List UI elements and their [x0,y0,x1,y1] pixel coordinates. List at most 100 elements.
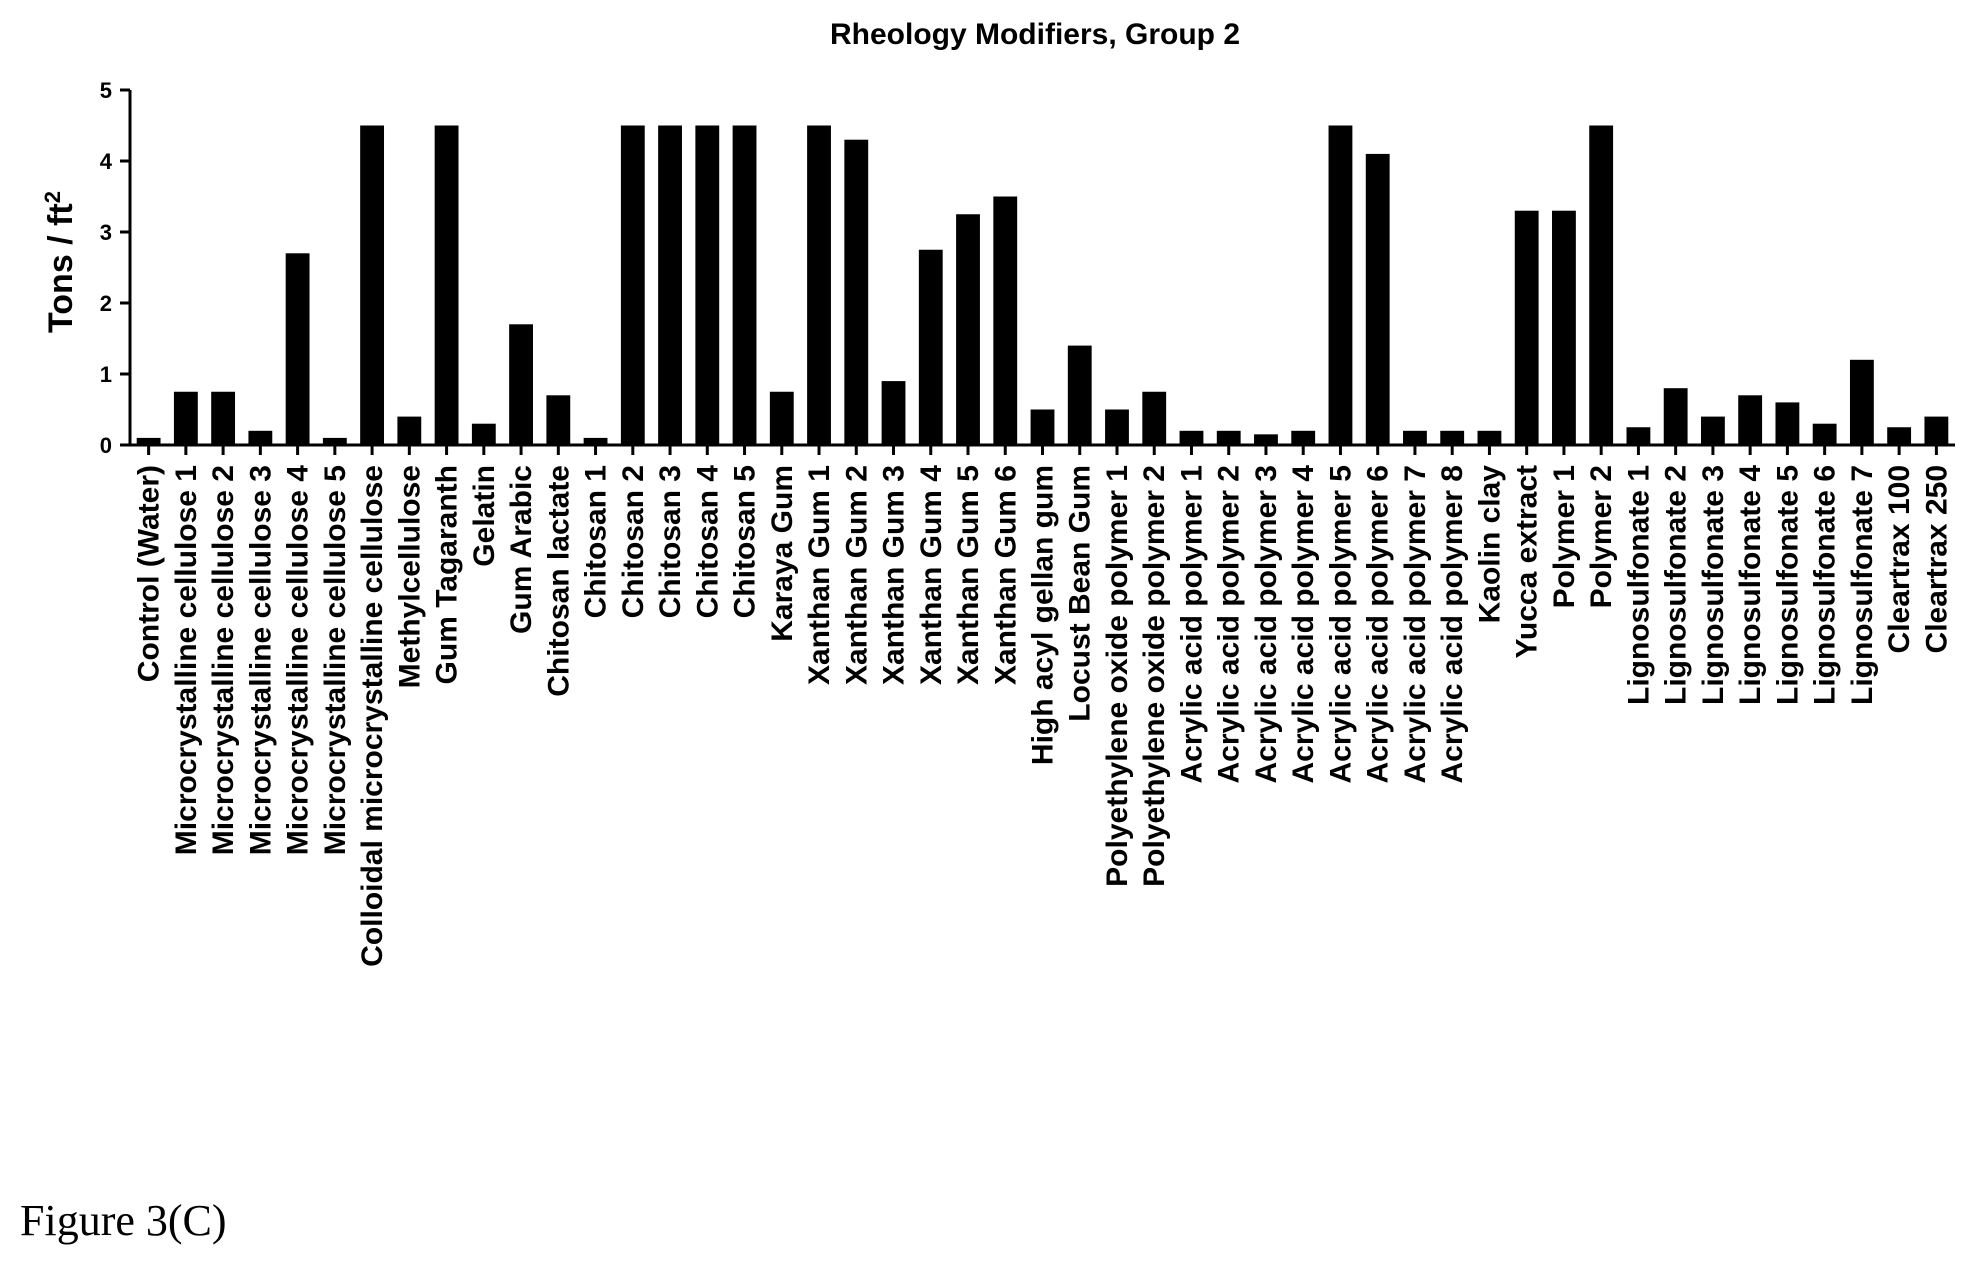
x-tick-label: Cleartrax 250 [1920,465,1953,653]
bar [360,125,385,445]
x-tick-label: Karaya Gum [766,465,799,642]
x-tick-label: Microcrystalline cellulose 4 [282,465,315,855]
y-axis-label-superscript: 2 [40,191,65,203]
x-tick-label: Colloidal microcrystalline cellulose [356,465,389,967]
x-tick-label: Xanthan Gum 6 [989,465,1022,685]
x-tick-label: Acrylic acid polymer 3 [1250,465,1283,784]
x-tick-label: Microcrystalline cellulose 2 [207,465,240,855]
x-tick-label: Microcrystalline cellulose 5 [319,465,352,855]
x-tick-label: Microcrystalline cellulose 1 [170,465,203,855]
bar [918,249,943,445]
bar [1812,423,1837,445]
x-tick-label: Gelatin [468,465,501,567]
x-tick-label: High acyl gellan gum [1027,465,1060,765]
x-tick-label: Gum Arabic [505,465,538,634]
x-tick-label: Chitosan 3 [654,465,687,618]
x-tick-label: Kaolin clay [1473,465,1506,624]
bar [1105,409,1129,445]
bar [1328,125,1353,445]
x-tick-label: Polyethylene oxide polymer 2 [1138,465,1171,887]
bar [1775,402,1800,445]
bar [509,324,533,445]
x-tick-label: Xanthan Gum 2 [840,465,873,685]
bar [807,125,831,445]
x-tick-label: Lignosulfonate 5 [1771,465,1804,705]
x-tick-label: Cleartrax 100 [1883,465,1916,653]
bar [211,391,236,445]
x-tick-label: Lignosulfonate 3 [1697,465,1730,705]
x-tick-label: Chitosan 5 [729,465,762,618]
bar [1663,388,1688,445]
x-tick-label: Acrylic acid polymer 7 [1399,465,1432,784]
bar [1849,359,1874,445]
x-tick-label: Chitosan 1 [580,465,613,618]
x-tick-label: Lignosulfonate 1 [1622,465,1655,705]
bar [732,125,757,445]
bar [1589,125,1614,445]
bar [956,214,980,445]
bar [695,125,720,445]
bar [993,196,1018,445]
y-tick-label: 2 [100,291,112,316]
y-tick-label: 1 [100,362,112,387]
bar [1179,430,1204,445]
x-tick-label: Xanthan Gum 1 [803,465,836,685]
bar [136,437,161,445]
bar [1552,210,1576,445]
x-tick-label: Lignosulfonate 4 [1734,465,1767,705]
bar [1067,345,1092,445]
y-axis-label-main: Tons / ft [42,203,80,333]
x-tick-label: Lignosulfonate 6 [1809,465,1842,705]
bar [546,395,571,445]
y-tick-label: 3 [100,220,112,245]
bar [248,430,273,445]
bar [434,125,459,445]
bar [322,437,347,445]
y-axis: 0 1 2 3 4 5 [100,78,132,458]
x-tick-label: Methylcellulose [393,465,426,688]
bar [471,423,496,445]
x-tick-label: Lignosulfonate 2 [1660,465,1693,705]
bar [583,437,608,445]
x-tick-label: Chitosan 4 [691,465,724,619]
x-tick-label: Locust Bean Gum [1064,465,1097,722]
x-tick-label: Gum Tagaranth [431,465,464,684]
x-tick-label: Acrylic acid polymer 4 [1287,465,1320,784]
x-tick-label: Xanthan Gum 5 [952,465,985,685]
bar [1514,210,1539,445]
bar [1403,430,1427,445]
x-tick-label: Control (Water) [133,465,166,682]
x-tick-label: Polymer 2 [1585,465,1618,608]
bar [1887,427,1912,445]
x-tick-label: Acrylic acid polymer 5 [1324,465,1357,784]
bar [881,381,906,445]
x-tick-label: Acrylic acid polymer 1 [1175,465,1208,784]
x-tick-label: Polyethylene oxide polymer 1 [1101,465,1134,887]
x-tick-label: Yucca extract [1511,465,1544,658]
bar [397,416,422,445]
x-tick-label: Xanthan Gum 4 [915,465,948,685]
x-tick-label: Acrylic acid polymer 8 [1436,465,1469,784]
bar [1291,430,1316,445]
bar [620,125,645,445]
x-tick-label: Microcrystalline cellulose 3 [244,465,277,855]
figure-caption: Figure 3(C) [20,1196,227,1245]
bar [285,253,310,445]
bar [658,125,682,445]
bar [1365,153,1390,445]
chart-title: Rheology Modifiers, Group 2 [830,18,1240,51]
y-axis-label: Tons / ft2 [40,191,80,333]
bar [1254,434,1278,445]
x-tick-label: Polymer 1 [1548,465,1581,608]
x-tick-label: Xanthan Gum 3 [878,465,911,685]
bar [844,139,869,445]
bar [173,391,198,445]
y-tick-label: 4 [100,149,113,174]
bar [1626,427,1651,445]
x-tick-label: Chitosan 2 [617,465,650,618]
bar [1440,430,1465,445]
bar [1924,416,1949,445]
bar [1142,391,1167,445]
x-tick-label: Chitosan lactate [542,465,575,697]
